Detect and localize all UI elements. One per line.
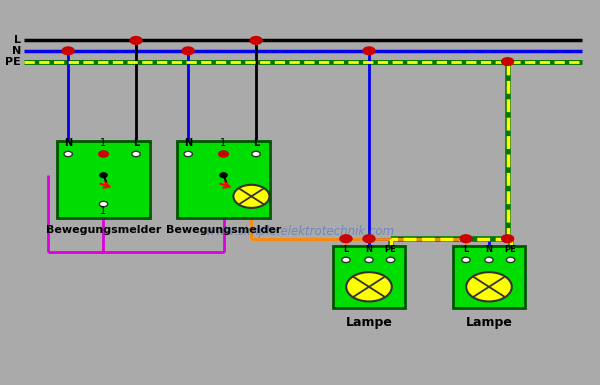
- Circle shape: [220, 173, 227, 177]
- Circle shape: [100, 173, 107, 177]
- Text: Bewegungsmelder: Bewegungsmelder: [46, 225, 161, 235]
- Text: PE: PE: [5, 57, 21, 67]
- Text: PE: PE: [385, 245, 397, 254]
- Circle shape: [386, 257, 395, 263]
- Bar: [453, 246, 525, 308]
- Circle shape: [485, 257, 493, 263]
- Text: L: L: [463, 245, 469, 254]
- Text: Lampe: Lampe: [466, 316, 512, 329]
- Circle shape: [252, 151, 260, 157]
- Circle shape: [466, 272, 512, 301]
- Text: www.simple.elektrotechnik.com: www.simple.elektrotechnik.com: [206, 224, 394, 238]
- Text: L: L: [133, 138, 139, 148]
- Text: Bewegungsmelder: Bewegungsmelder: [166, 225, 281, 235]
- Circle shape: [98, 151, 108, 157]
- Circle shape: [462, 257, 470, 263]
- Text: PE: PE: [505, 245, 517, 254]
- Circle shape: [502, 235, 514, 243]
- Text: L: L: [253, 138, 259, 148]
- Circle shape: [233, 185, 269, 208]
- Circle shape: [346, 272, 392, 301]
- Circle shape: [130, 37, 142, 44]
- Text: N: N: [12, 46, 21, 56]
- Circle shape: [99, 201, 108, 207]
- Bar: [57, 141, 150, 218]
- Circle shape: [342, 257, 350, 263]
- Text: L: L: [343, 245, 349, 254]
- Circle shape: [64, 151, 73, 157]
- Circle shape: [182, 47, 194, 55]
- Text: N: N: [485, 245, 493, 254]
- Text: L: L: [14, 35, 21, 45]
- Bar: [177, 141, 270, 218]
- Circle shape: [184, 151, 193, 157]
- Circle shape: [506, 257, 515, 263]
- Circle shape: [363, 235, 375, 243]
- Circle shape: [62, 47, 74, 55]
- Circle shape: [365, 257, 373, 263]
- Text: 1: 1: [100, 138, 107, 148]
- Circle shape: [250, 37, 262, 44]
- Circle shape: [132, 151, 140, 157]
- Circle shape: [340, 235, 352, 243]
- Circle shape: [363, 47, 375, 55]
- Text: N: N: [64, 138, 72, 148]
- Circle shape: [460, 235, 472, 243]
- Circle shape: [502, 58, 514, 65]
- Text: N: N: [184, 138, 192, 148]
- Text: N: N: [365, 245, 373, 254]
- Bar: [333, 246, 405, 308]
- Text: 1: 1: [220, 138, 227, 148]
- Circle shape: [218, 151, 229, 157]
- Text: Lampe: Lampe: [346, 316, 392, 329]
- Text: 1: 1: [100, 206, 107, 216]
